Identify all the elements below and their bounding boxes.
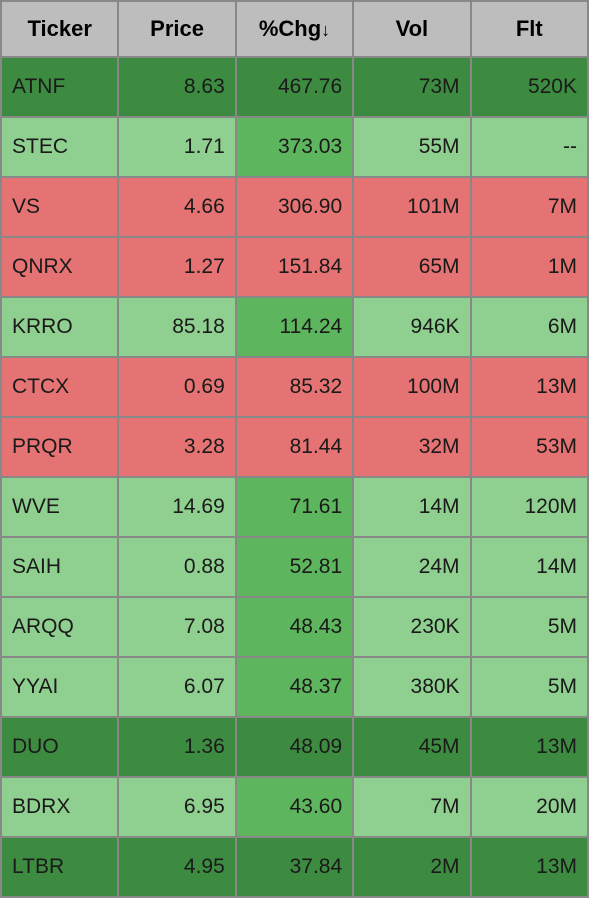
cell-flt: 120M: [471, 477, 588, 537]
cell-ticker: STEC: [1, 117, 118, 177]
cell-chg: 373.03: [236, 117, 353, 177]
cell-flt: 13M: [471, 717, 588, 777]
cell-vol: 100M: [353, 357, 470, 417]
table-row[interactable]: SAIH0.8852.8124M14M: [1, 537, 588, 597]
column-header-chg[interactable]: %Chg↓: [236, 1, 353, 57]
column-header-flt[interactable]: Flt: [471, 1, 588, 57]
column-header-ticker[interactable]: Ticker: [1, 1, 118, 57]
table-row[interactable]: YYAI6.0748.37380K5M: [1, 657, 588, 717]
column-header-price[interactable]: Price: [118, 1, 235, 57]
cell-ticker: ATNF: [1, 57, 118, 117]
cell-price: 0.88: [118, 537, 235, 597]
cell-flt: 53M: [471, 417, 588, 477]
cell-ticker: WVE: [1, 477, 118, 537]
cell-flt: 5M: [471, 657, 588, 717]
cell-price: 1.71: [118, 117, 235, 177]
cell-price: 3.28: [118, 417, 235, 477]
cell-chg: 151.84: [236, 237, 353, 297]
cell-flt: 6M: [471, 297, 588, 357]
cell-chg: 48.43: [236, 597, 353, 657]
cell-chg: 48.37: [236, 657, 353, 717]
cell-vol: 2M: [353, 837, 470, 897]
cell-flt: 1M: [471, 237, 588, 297]
cell-chg: 43.60: [236, 777, 353, 837]
cell-price: 14.69: [118, 477, 235, 537]
cell-vol: 32M: [353, 417, 470, 477]
cell-vol: 73M: [353, 57, 470, 117]
cell-ticker: QNRX: [1, 237, 118, 297]
cell-ticker: ARQQ: [1, 597, 118, 657]
table-row[interactable]: WVE14.6971.6114M120M: [1, 477, 588, 537]
sort-arrow-icon: ↓: [321, 20, 330, 40]
cell-ticker: YYAI: [1, 657, 118, 717]
cell-chg: 306.90: [236, 177, 353, 237]
cell-price: 1.27: [118, 237, 235, 297]
table-row[interactable]: STEC1.71373.0355M--: [1, 117, 588, 177]
cell-chg: 467.76: [236, 57, 353, 117]
table-row[interactable]: KRRO85.18114.24946K6M: [1, 297, 588, 357]
cell-vol: 45M: [353, 717, 470, 777]
cell-vol: 14M: [353, 477, 470, 537]
column-header-vol[interactable]: Vol: [353, 1, 470, 57]
cell-vol: 24M: [353, 537, 470, 597]
table-row[interactable]: LTBR4.9537.842M13M: [1, 837, 588, 897]
cell-ticker: BDRX: [1, 777, 118, 837]
cell-price: 6.07: [118, 657, 235, 717]
table-row[interactable]: CTCX0.6985.32100M13M: [1, 357, 588, 417]
cell-flt: 13M: [471, 357, 588, 417]
cell-flt: 20M: [471, 777, 588, 837]
table-body: ATNF8.63467.7673M520KSTEC1.71373.0355M--…: [1, 57, 588, 897]
cell-flt: 14M: [471, 537, 588, 597]
cell-price: 4.66: [118, 177, 235, 237]
cell-vol: 55M: [353, 117, 470, 177]
cell-vol: 65M: [353, 237, 470, 297]
cell-ticker: CTCX: [1, 357, 118, 417]
cell-price: 85.18: [118, 297, 235, 357]
cell-flt: 5M: [471, 597, 588, 657]
cell-chg: 48.09: [236, 717, 353, 777]
cell-ticker: KRRO: [1, 297, 118, 357]
cell-chg: 85.32: [236, 357, 353, 417]
table-row[interactable]: ATNF8.63467.7673M520K: [1, 57, 588, 117]
table-row[interactable]: DUO1.3648.0945M13M: [1, 717, 588, 777]
table-header-row: TickerPrice%Chg↓VolFlt: [1, 1, 588, 57]
stock-table: TickerPrice%Chg↓VolFlt ATNF8.63467.7673M…: [0, 0, 589, 898]
cell-chg: 71.61: [236, 477, 353, 537]
cell-ticker: LTBR: [1, 837, 118, 897]
table-row[interactable]: PRQR3.2881.4432M53M: [1, 417, 588, 477]
table-row[interactable]: BDRX6.9543.607M20M: [1, 777, 588, 837]
cell-flt: 520K: [471, 57, 588, 117]
cell-ticker: PRQR: [1, 417, 118, 477]
cell-vol: 230K: [353, 597, 470, 657]
table-row[interactable]: VS4.66306.90101M7M: [1, 177, 588, 237]
cell-flt: 13M: [471, 837, 588, 897]
cell-vol: 380K: [353, 657, 470, 717]
cell-chg: 37.84: [236, 837, 353, 897]
cell-chg: 114.24: [236, 297, 353, 357]
cell-vol: 101M: [353, 177, 470, 237]
cell-chg: 52.81: [236, 537, 353, 597]
cell-price: 1.36: [118, 717, 235, 777]
cell-price: 7.08: [118, 597, 235, 657]
cell-price: 8.63: [118, 57, 235, 117]
cell-vol: 946K: [353, 297, 470, 357]
cell-flt: 7M: [471, 177, 588, 237]
cell-price: 0.69: [118, 357, 235, 417]
cell-price: 4.95: [118, 837, 235, 897]
cell-ticker: VS: [1, 177, 118, 237]
table-row[interactable]: ARQQ7.0848.43230K5M: [1, 597, 588, 657]
cell-ticker: DUO: [1, 717, 118, 777]
cell-ticker: SAIH: [1, 537, 118, 597]
cell-chg: 81.44: [236, 417, 353, 477]
table-row[interactable]: QNRX1.27151.8465M1M: [1, 237, 588, 297]
cell-price: 6.95: [118, 777, 235, 837]
cell-vol: 7M: [353, 777, 470, 837]
cell-flt: --: [471, 117, 588, 177]
